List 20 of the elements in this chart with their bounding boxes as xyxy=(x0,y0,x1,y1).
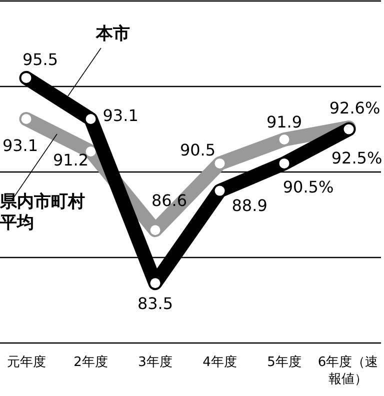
x-tick-label: 元年度 xyxy=(6,354,47,371)
data-label: 86.6 xyxy=(151,191,188,210)
x-tick-label: 5年度 xyxy=(266,354,302,371)
data-label: 90.5 xyxy=(180,140,216,160)
series-label: 県内市町村平均 xyxy=(0,192,86,234)
x-tick-label: 2年度 xyxy=(72,354,109,371)
data-label: 91.2 xyxy=(52,150,89,170)
text: 本市 xyxy=(96,24,131,45)
x-tick-label: 6年度（速報値） xyxy=(316,354,380,388)
x-tick-label: 4年度 xyxy=(202,354,238,371)
data-label: 91.9 xyxy=(266,112,302,132)
data-label: 88.9 xyxy=(232,196,268,215)
data-label: 93.1 xyxy=(2,136,38,155)
x-tick-label: 3年度 xyxy=(137,354,174,371)
data-label: 92.6% xyxy=(329,98,380,118)
data-label: 92.5% xyxy=(331,148,382,168)
data-label: 93.1 xyxy=(102,106,138,125)
data-label: 83.5 xyxy=(137,294,174,314)
data-label: 95.5 xyxy=(22,50,58,69)
data-label: 90.5% xyxy=(282,177,334,196)
